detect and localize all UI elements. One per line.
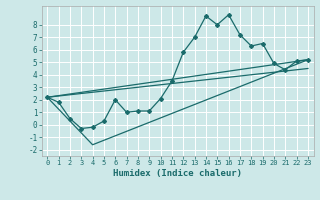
X-axis label: Humidex (Indice chaleur): Humidex (Indice chaleur)	[113, 169, 242, 178]
